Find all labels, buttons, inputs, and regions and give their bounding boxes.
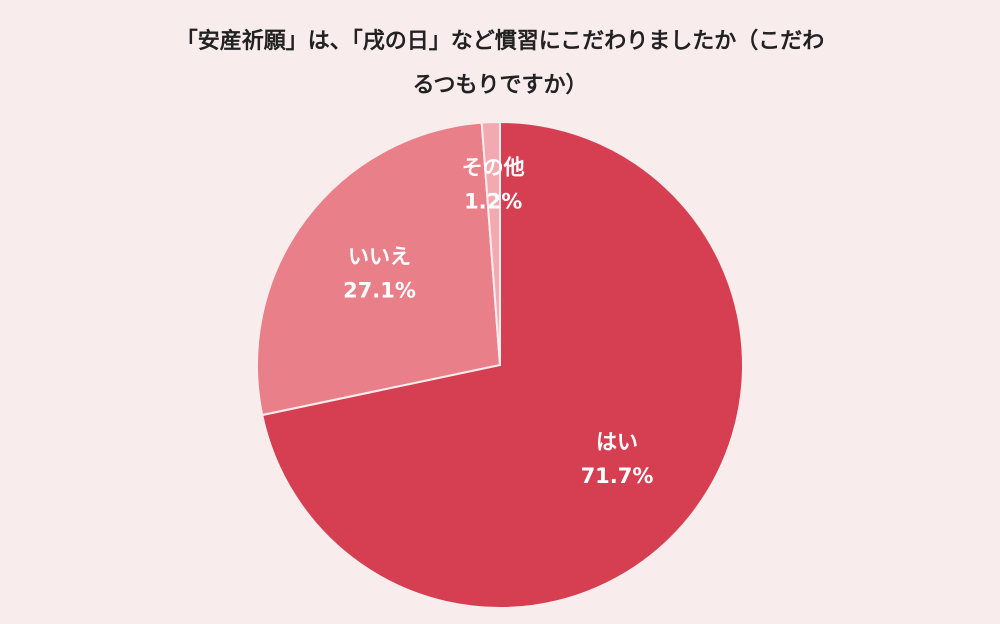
slice-value-1: 71.7% <box>581 464 654 488</box>
pie-slices <box>256 120 744 609</box>
chart-title: 「安産祈願」は、「戌の日」など慣習にこだわりましたか（こだわ るつもりですか） <box>0 20 1000 108</box>
pie-slice-1 <box>261 120 744 609</box>
pie-slice-2 <box>256 121 502 417</box>
slice-label-1: はい <box>596 430 638 454</box>
slice-value-2: 27.1% <box>343 279 416 303</box>
pie-slice-3 <box>480 120 501 366</box>
slice-value-3: 1.2% <box>464 189 522 213</box>
chart-title-line-2: るつもりですか） <box>412 73 588 98</box>
pie-labels: はい 71.7% いいえ 27.1% その他 1.2% <box>343 155 653 488</box>
chart-title-line-1: 「安産祈願」は、「戌の日」など慣習にこだわりましたか（こだわ <box>175 29 825 54</box>
slice-label-3: その他 <box>462 155 525 179</box>
slice-label-2: いいえ <box>348 245 411 269</box>
